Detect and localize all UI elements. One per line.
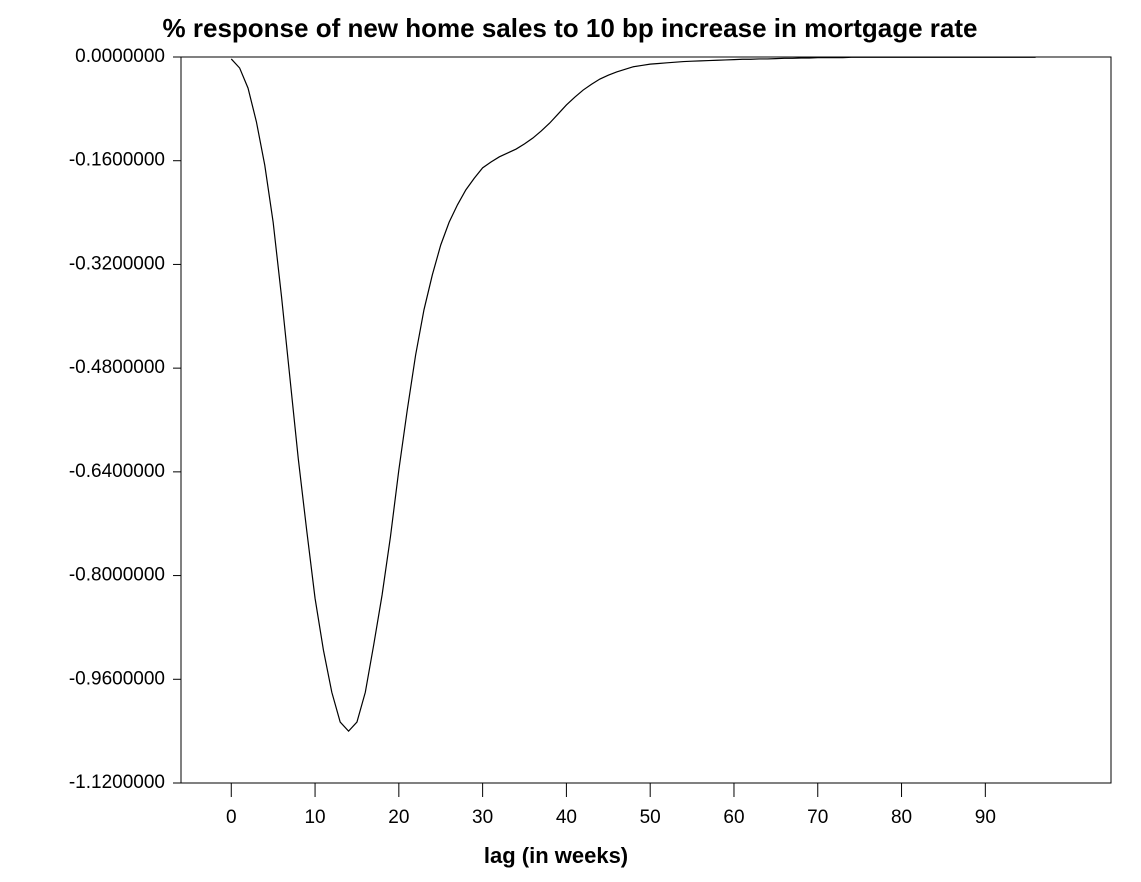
plot-frame [180,56,1112,784]
x-tick-label: 50 [640,807,661,828]
y-tick-label: 0.0000000 [75,46,165,67]
y-tick-label: -0.1600000 [69,150,165,171]
x-tick-label: 10 [304,807,325,828]
x-tick-label: 40 [556,807,577,828]
x-tick-label: 60 [723,807,744,828]
x-tick-label: 80 [891,807,912,828]
y-tick-label: -0.3200000 [69,253,165,274]
x-tick-label: 70 [807,807,828,828]
x-axis-label: lag (in weeks) [484,843,628,868]
y-tick-label: -0.4800000 [69,357,165,378]
chart-title: % response of new home sales to 10 bp in… [163,13,978,43]
x-tick-label: 0 [226,807,237,828]
y-tick-label: -1.1200000 [69,772,165,793]
x-tick-label: 30 [472,807,493,828]
x-tick-label: 20 [388,807,409,828]
line [230,56,1036,733]
x-tick-label: 90 [975,807,996,828]
y-tick-label: -0.8000000 [69,565,165,586]
y-tick-label: -0.9600000 [69,668,165,689]
y-tick-label: -0.6400000 [69,461,165,482]
